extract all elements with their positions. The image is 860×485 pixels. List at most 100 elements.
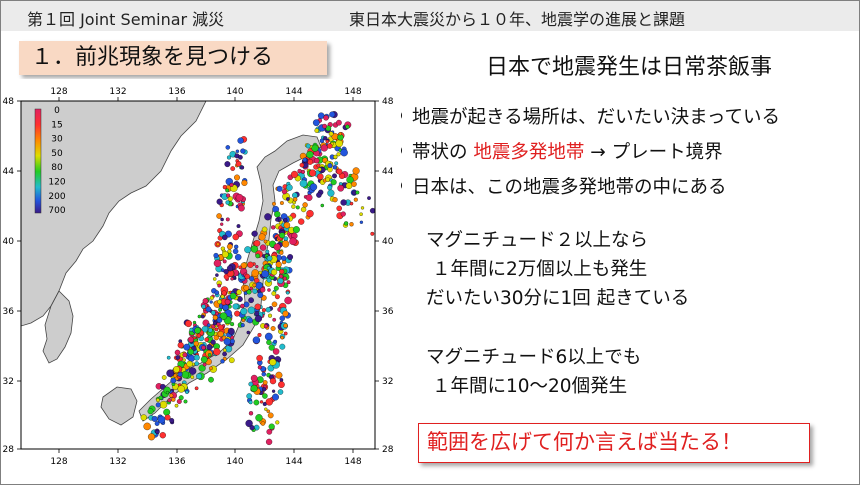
earthquake-dot — [258, 270, 263, 275]
earthquake-dot — [187, 348, 194, 355]
earthquake-dot — [283, 218, 288, 223]
earthquake-dot — [335, 139, 343, 148]
earthquake-dot — [174, 403, 179, 408]
earthquake-dot — [185, 390, 189, 394]
depth-label: 30 — [51, 135, 63, 145]
earthquake-dot — [279, 315, 286, 322]
earthquake-dot — [274, 211, 281, 218]
earthquake-dot — [261, 371, 267, 377]
header-bar: 第１回 Joint Seminar 減災 東日本大震災から１０年、地震学の進展と… — [1, 1, 859, 31]
earthquake-dot — [275, 371, 283, 379]
earthquake-dot — [336, 119, 342, 126]
earthquake-dot — [292, 192, 298, 199]
earthquake-dot — [248, 411, 254, 416]
earthquake-dot — [193, 340, 199, 347]
depth-label: 0 — [54, 106, 60, 116]
earthquake-dot — [269, 377, 277, 385]
earthquake-dot — [292, 226, 300, 234]
seminar-title: 第１回 Joint Seminar 減災 — [27, 10, 225, 29]
earthquake-dot — [174, 349, 181, 356]
earthquake-dot — [217, 330, 224, 338]
earthquake-dot — [325, 139, 330, 144]
seismicity-map: 128 132 136 140 144 148 128 132 136 140 144 148 48… — [1, 79, 401, 484]
earthquake-dot — [327, 163, 333, 168]
earthquake-dot — [229, 292, 237, 300]
x-tick-label: 128 — [50, 457, 67, 467]
earthquake-dot — [177, 342, 184, 349]
earthquake-dot — [349, 222, 354, 227]
earthquake-dot — [225, 200, 230, 205]
earthquake-dot — [266, 428, 273, 435]
earthquake-dot — [182, 358, 186, 362]
earthquake-dot — [226, 243, 233, 250]
earthquake-dot — [214, 290, 220, 295]
earthquake-dot — [320, 203, 325, 208]
earthquake-dot — [221, 290, 227, 296]
earthquake-dot — [185, 320, 192, 328]
earthquake-dot — [236, 224, 241, 229]
para-line: だいたい30分に1回 起きている — [426, 288, 690, 309]
earthquake-dot — [221, 251, 229, 258]
earthquake-dot — [209, 366, 213, 371]
earthquake-dot — [260, 421, 266, 426]
earthquake-dot — [202, 362, 207, 367]
earthquake-dot — [360, 206, 365, 210]
earthquake-dot — [317, 167, 322, 172]
earthquake-dot — [193, 354, 200, 361]
earthquake-dot — [283, 331, 288, 336]
earthquake-dot — [326, 143, 333, 149]
earthquake-dot — [204, 337, 209, 342]
earthquake-dot — [277, 277, 284, 284]
earthquake-dot — [323, 115, 329, 121]
earthquake-dot — [147, 433, 156, 441]
earthquake-dot — [334, 161, 339, 166]
earthquake-dot — [369, 207, 375, 214]
earthquake-dot — [202, 298, 209, 304]
earthquake-dot — [167, 398, 172, 403]
earthquake-dot — [235, 193, 244, 202]
earthquake-dot — [189, 327, 194, 332]
earthquake-dot — [143, 422, 151, 431]
y-tick-label: 36 — [3, 307, 15, 317]
earthquake-dot — [226, 155, 232, 160]
earthquake-dot — [230, 322, 235, 327]
earthquake-dot — [252, 283, 257, 288]
earthquake-dot — [280, 335, 284, 340]
earthquake-dot — [241, 179, 248, 186]
earthquake-dot — [156, 398, 160, 403]
earthquake-dot — [351, 181, 357, 187]
earthquake-dot — [249, 286, 254, 291]
y-tick-label: 28 — [3, 445, 15, 455]
earthquake-dot — [270, 326, 276, 331]
earthquake-dot — [330, 179, 337, 186]
bullet-item: 帯状の 地震多発地帯 → プレート境界 — [391, 139, 780, 174]
earthquake-dot — [222, 351, 227, 357]
earthquake-dot — [190, 375, 195, 379]
earthquake-dot — [249, 425, 255, 431]
earthquake-dot — [283, 221, 291, 229]
earthquake-dot — [332, 173, 337, 179]
earthquake-dot — [140, 414, 147, 421]
earthquake-dot — [198, 364, 206, 372]
earthquake-dot — [220, 222, 224, 226]
earthquake-dot — [209, 295, 214, 300]
earthquake-dot — [309, 169, 317, 177]
earthquake-dot — [194, 327, 201, 334]
earthquake-dot — [345, 124, 350, 129]
earthquake-dot — [338, 132, 342, 136]
earthquake-dot — [212, 321, 217, 326]
earthquake-dot — [336, 168, 343, 175]
earthquake-dot — [243, 301, 250, 308]
earthquake-dot — [262, 387, 267, 392]
bullet-text: 日本は、この地震多発地帯の中にある — [412, 177, 727, 198]
earthquake-dot — [312, 119, 320, 127]
earthquake-dot — [216, 213, 222, 219]
earthquake-dot — [230, 277, 234, 281]
earthquake-dot — [166, 355, 171, 360]
x-axis-top: 128 132 136 140 144 148 — [50, 87, 362, 101]
earthquake-dot — [266, 339, 272, 346]
earthquake-dot — [210, 339, 216, 345]
x-tick-label: 132 — [109, 87, 126, 97]
earthquake-dot — [169, 393, 174, 398]
earthquake-dot — [275, 261, 282, 268]
